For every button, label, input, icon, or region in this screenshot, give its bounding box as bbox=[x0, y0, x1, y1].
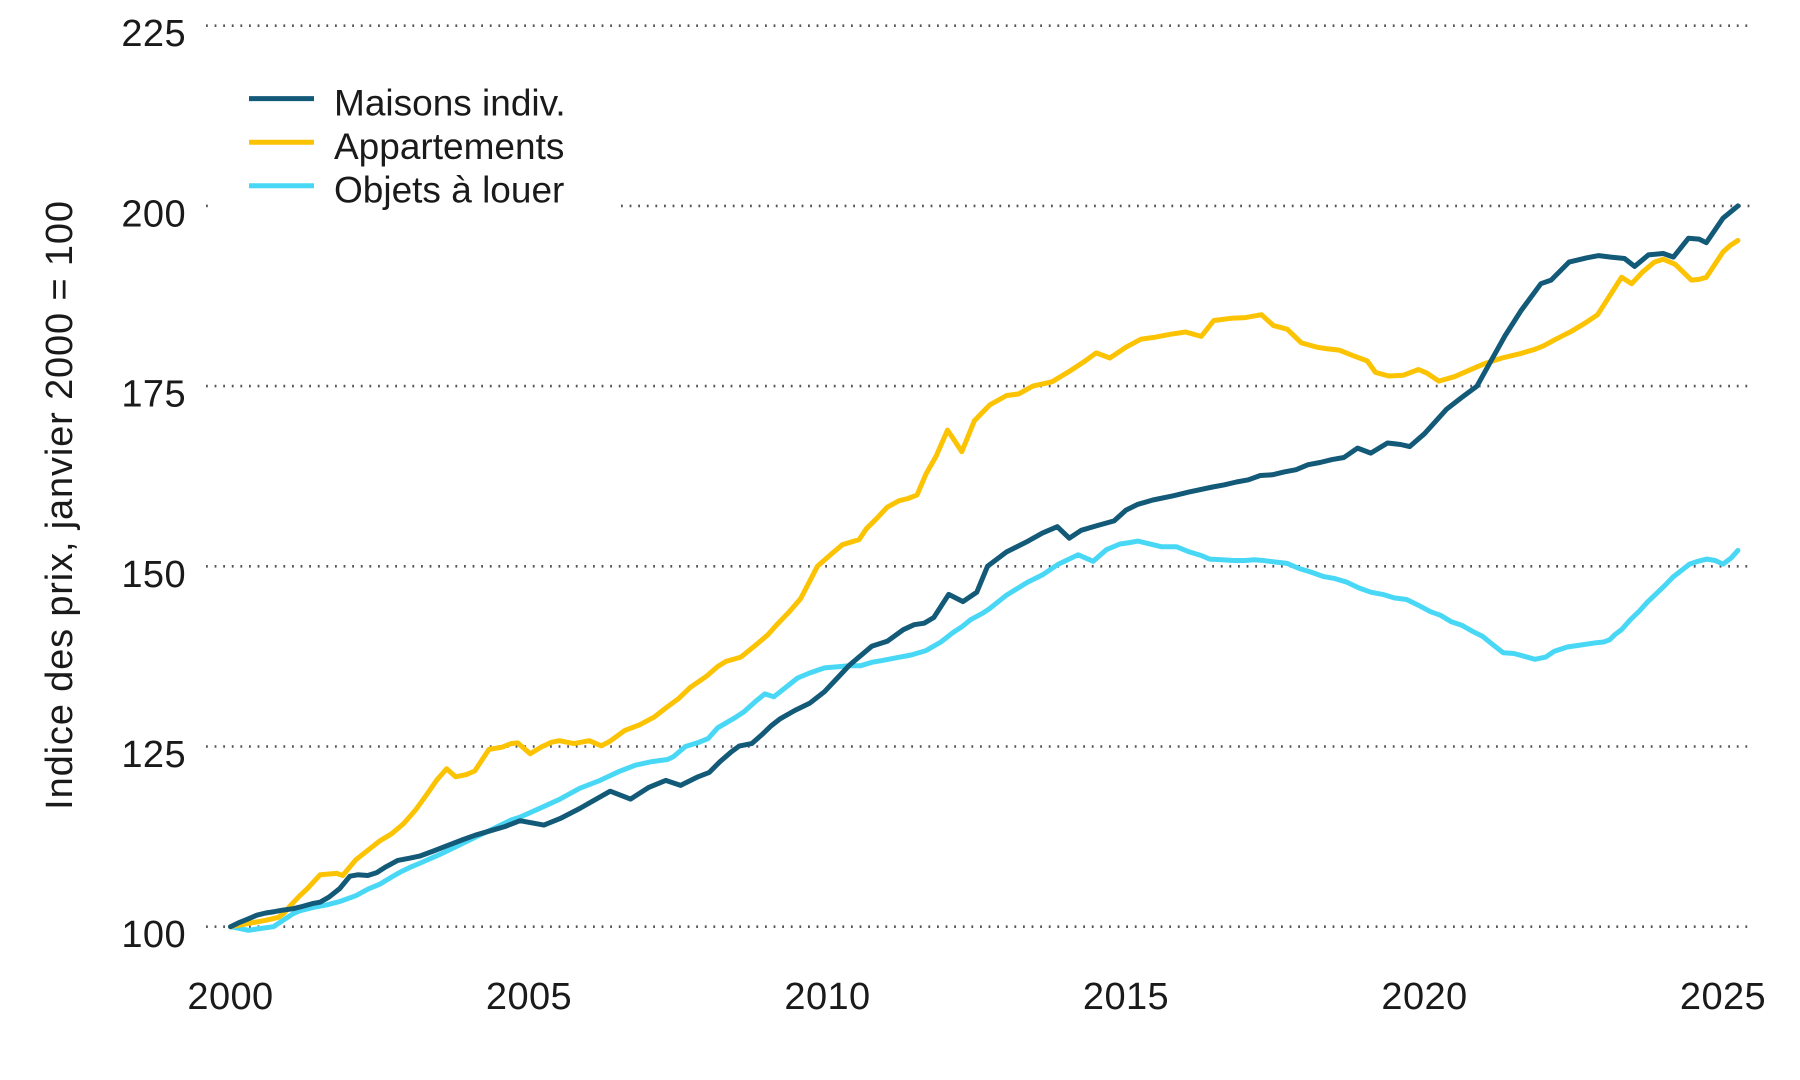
svg-text:Indice des prix, janvier 2000: Indice des prix, janvier 2000 = 100 bbox=[39, 200, 81, 810]
svg-text:225: 225 bbox=[121, 13, 186, 55]
svg-text:Objets à louer: Objets à louer bbox=[334, 170, 564, 211]
svg-text:100: 100 bbox=[121, 914, 186, 956]
svg-text:2010: 2010 bbox=[784, 976, 870, 1018]
svg-text:2025: 2025 bbox=[1680, 976, 1766, 1018]
svg-text:2015: 2015 bbox=[1083, 976, 1169, 1018]
svg-text:2000: 2000 bbox=[187, 976, 273, 1018]
svg-text:Appartements: Appartements bbox=[334, 126, 564, 167]
svg-text:Maisons indiv.: Maisons indiv. bbox=[334, 82, 566, 123]
svg-text:200: 200 bbox=[121, 193, 186, 235]
svg-text:2020: 2020 bbox=[1381, 976, 1467, 1018]
svg-text:2005: 2005 bbox=[486, 976, 572, 1018]
svg-text:175: 175 bbox=[121, 374, 186, 416]
svg-text:125: 125 bbox=[121, 734, 186, 776]
svg-text:150: 150 bbox=[121, 554, 186, 596]
